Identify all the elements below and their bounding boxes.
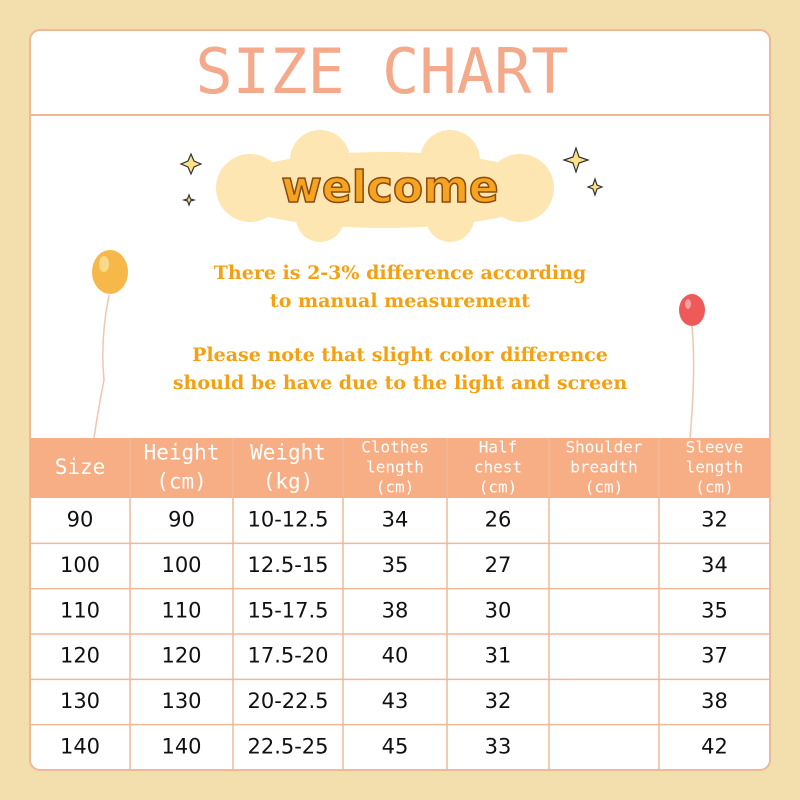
table-cell: 43 [382,689,409,713]
note-line: to manual measurement [270,290,530,312]
header-cell: breadth [570,458,637,477]
welcome-text: welcome [281,162,499,213]
table-cell: 140 [60,734,100,758]
table-cell: 32 [701,508,728,532]
table-cell: 37 [701,644,728,668]
note-line: should be have due to the light and scre… [173,372,628,394]
table-cell: 35 [701,598,728,622]
balloon-red [679,294,705,439]
header-cell: (cm) [479,478,518,497]
table-cell: 26 [485,508,512,532]
header-cell: (cm) [156,470,207,494]
page-title: SIZE CHART [195,35,568,108]
table-cell: 110 [60,598,100,622]
balloon-yellow [92,250,128,439]
table-cell: 40 [382,644,409,668]
table-cell: 140 [161,734,201,758]
table-cell: 30 [485,598,512,622]
table-cell: 22.5-25 [247,734,328,758]
table-cell: 33 [485,734,512,758]
table-header-bg [30,438,770,498]
table-cell: 130 [161,689,201,713]
table-cell: 35 [382,553,409,577]
header-cell: Shoulder [565,438,642,457]
header-cell: Sleeve [686,438,744,457]
table-cell: 32 [485,689,512,713]
table-cell: 15-17.5 [247,598,328,622]
header-cell: chest [474,458,522,477]
table-cell: 130 [60,689,100,713]
table-cell: 120 [60,644,100,668]
header-cell: (cm) [585,478,624,497]
table-cell: 34 [701,553,728,577]
table-cell: 17.5-20 [247,644,328,668]
table-cell: 12.5-15 [247,553,328,577]
header-cell: (cm) [695,478,734,497]
table-cell: 27 [485,553,512,577]
table-cell: 90 [168,508,195,532]
header-cell: Half [479,438,518,457]
table-cell: 34 [382,508,409,532]
table-cell: 10-12.5 [247,508,328,532]
table-cell: 100 [161,553,201,577]
cloud [216,130,554,242]
header-cell: (cm) [376,478,415,497]
table-cell: 38 [701,689,728,713]
table-cell: 45 [382,734,409,758]
table-cell: 42 [701,734,728,758]
note-line: There is 2-3% difference according [214,262,586,284]
table-cell: 120 [161,644,201,668]
header-cell: Height [144,441,220,465]
card [29,29,771,771]
header-cell: Weight [250,441,326,465]
table-cell: 110 [161,598,201,622]
table-cell: 90 [67,508,94,532]
table-cell: 100 [60,553,100,577]
header-cell: length [686,458,744,477]
header-cell: length [366,458,424,477]
header-cell: Clothes [361,438,428,457]
header-cell: (kg) [263,470,314,494]
table-cell: 20-22.5 [247,689,328,713]
table-cell: 31 [485,644,512,668]
header-cell: Size [55,455,106,479]
table-cell: 38 [382,598,409,622]
sparkles [179,146,604,207]
note-line: Please note that slight color difference [192,344,608,366]
